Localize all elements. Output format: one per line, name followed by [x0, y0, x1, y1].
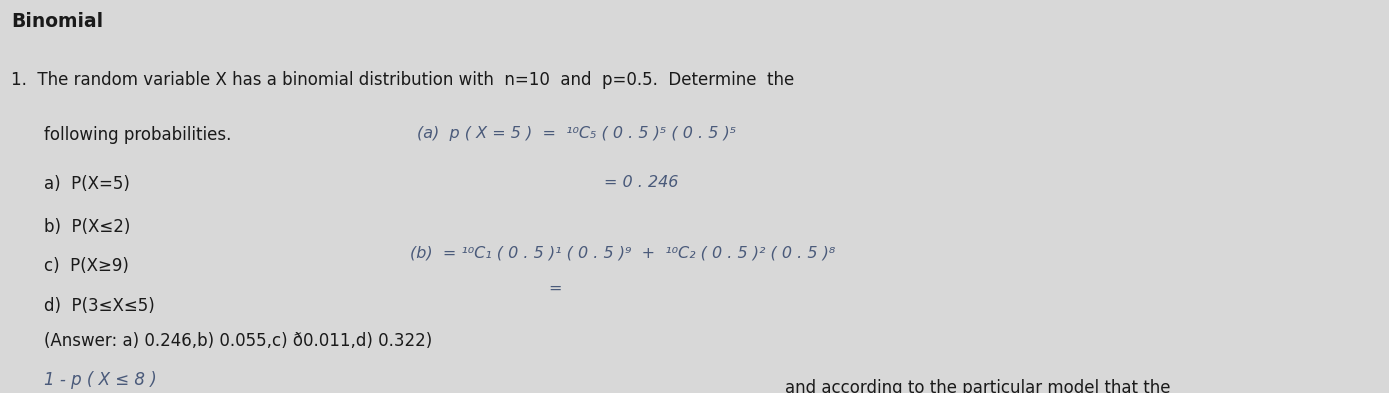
Text: and according to the particular model that the: and according to the particular model th… [785, 379, 1171, 393]
Text: c)  P(X≥9): c) P(X≥9) [44, 257, 129, 275]
Text: (a)  p ( X = 5 )  =  ¹⁰C₅ ( 0 . 5 )⁵ ( 0 . 5 )⁵: (a) p ( X = 5 ) = ¹⁰C₅ ( 0 . 5 )⁵ ( 0 . … [417, 126, 736, 141]
Text: = 0 . 246: = 0 . 246 [604, 175, 679, 190]
Text: =: = [549, 281, 563, 296]
Text: Binomial: Binomial [11, 12, 103, 31]
Text: (Answer: a) 0.246,b) 0.055,c) ð0.011,d) 0.322): (Answer: a) 0.246,b) 0.055,c) ð0.011,d) … [44, 332, 433, 350]
Text: d)  P(3≤X≤5): d) P(3≤X≤5) [44, 297, 156, 315]
Text: 1 - p ( X ≤ 8 ): 1 - p ( X ≤ 8 ) [44, 371, 157, 389]
Text: b)  P(X≤2): b) P(X≤2) [44, 218, 131, 236]
Text: a)  P(X=5): a) P(X=5) [44, 175, 131, 193]
Text: 1.  The random variable X has a binomial distribution with  n=10  and  p=0.5.  D: 1. The random variable X has a binomial … [11, 71, 795, 89]
Text: following probabilities.: following probabilities. [44, 126, 232, 144]
Text: (b)  = ¹⁰C₁ ( 0 . 5 )¹ ( 0 . 5 )⁹  +  ¹⁰C₂ ( 0 . 5 )² ( 0 . 5 )⁸: (b) = ¹⁰C₁ ( 0 . 5 )¹ ( 0 . 5 )⁹ + ¹⁰C₂ … [410, 246, 835, 261]
